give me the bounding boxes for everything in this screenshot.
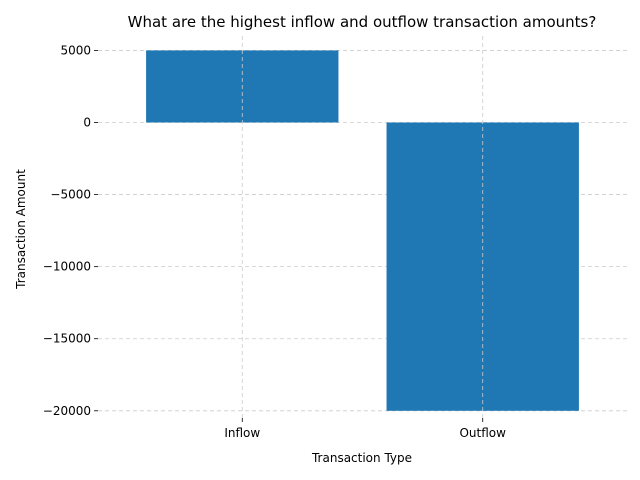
x-tick-layer: Inflow Outflow (224, 418, 506, 440)
y-tick-layer: 5000 0 −5000 −10000 −15000 −20000 (43, 43, 98, 418)
y-tick-label: 5000 (60, 43, 91, 57)
y-tick-label: 0 (83, 115, 91, 129)
x-grid-layer (241, 36, 484, 418)
y-tick-label: −10000 (43, 260, 91, 274)
chart-title: What are the highest inflow and outflow … (128, 13, 597, 31)
x-tick-label: Inflow (224, 426, 260, 440)
y-axis-label: Transaction Amount (14, 169, 28, 290)
y-tick-label: −15000 (43, 332, 91, 346)
x-axis-label: Transaction Type (311, 451, 412, 465)
x-tick-label: Outflow (459, 426, 506, 440)
y-tick-label: −20000 (43, 404, 91, 418)
y-tick-label: −5000 (50, 188, 91, 202)
bar-layer (146, 50, 579, 411)
